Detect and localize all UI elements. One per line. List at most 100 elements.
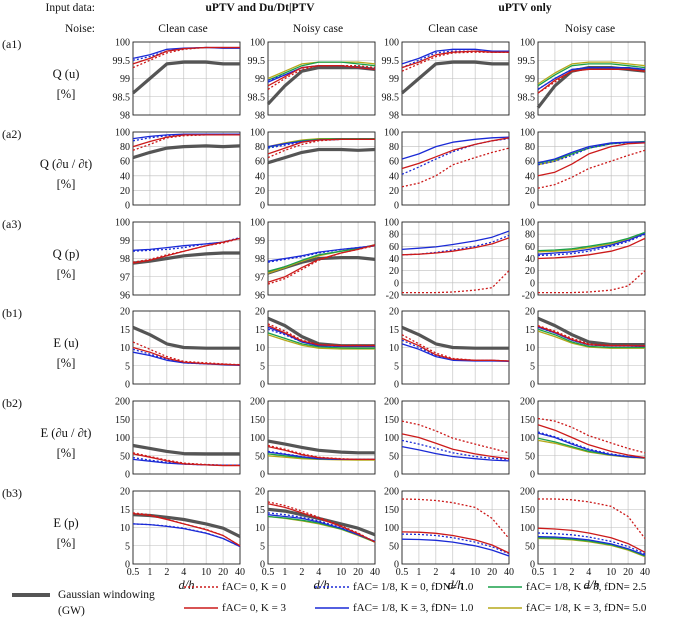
y-tick-label: 20 <box>389 307 399 318</box>
legend-label-ac18_k3_5: fAC= 1/8, K = 3, fDN= 5.0 <box>526 602 647 614</box>
series-ac18_k0 <box>537 532 646 555</box>
row-quantity-label: E (u) <box>53 336 78 350</box>
series-ac0_k3 <box>401 137 510 170</box>
series-ac18_k3_1 <box>401 445 510 462</box>
series-ac0_k3 <box>132 346 241 366</box>
panel-frame <box>267 310 376 385</box>
y-tick-label: 40 <box>389 171 399 182</box>
series-gw <box>537 316 645 347</box>
y-tick-label: 99 <box>255 236 265 247</box>
series-ac18_k0 <box>401 234 510 256</box>
panel-r5-c2: 0 50 100 150 200 <box>250 397 376 481</box>
x-axis-label: d/h <box>448 578 464 592</box>
y-tick-label: 20 <box>120 186 130 197</box>
y-tick-label: 150 <box>250 415 265 426</box>
group2-title: uPTV only <box>498 2 551 14</box>
y-tick-label: 100 <box>115 128 130 139</box>
y-tick-label: 80 <box>525 142 535 153</box>
x-axis-label: d/h <box>179 578 195 592</box>
x-tick-label: 4 <box>586 567 591 578</box>
y-tick-label: 0 <box>394 201 399 212</box>
y-tick-label: 0 <box>125 560 130 571</box>
x-tick-label: 0.5 <box>396 567 409 578</box>
y-tick-label: 20 <box>389 266 399 277</box>
panel-r1-c3: 98 98.5 99 99.5 100 <box>382 38 510 122</box>
legend-label-gw-abbr: (GW) <box>58 605 85 617</box>
legend-items: fAC= 0, K = 0 fAC= 0, K = 3 fAC= 1/8, K = … <box>184 581 647 614</box>
y-tick-label: 200 <box>115 397 130 408</box>
series-ac0_k3 <box>401 531 510 554</box>
y-tick-label: 10 <box>120 523 130 534</box>
y-tick-label: 98.5 <box>382 92 400 103</box>
y-tick-label: 150 <box>520 505 535 516</box>
panel-frame <box>132 400 241 475</box>
row-tag: (b1) <box>2 306 22 320</box>
legend-label-ac18_k3_1: fAC= 1/8, K = 3, fDN= 1.0 <box>353 602 474 614</box>
y-tick-label: 60 <box>525 157 535 168</box>
panel-frame <box>132 41 241 116</box>
row-quantity-label: E (p) <box>53 516 78 530</box>
series-ac18_k3_1 <box>401 230 510 251</box>
panel-frame <box>401 41 510 116</box>
y-tick-label: 100 <box>250 218 265 229</box>
legend-label-ac0_k3: fAC= 0, K = 3 <box>222 602 287 614</box>
y-tick-label: 100 <box>520 218 535 229</box>
y-tick-label: 40 <box>525 171 535 182</box>
series-ac18_k3_1 <box>132 133 240 140</box>
x-tick-label: 20 <box>353 567 363 578</box>
series-gw <box>267 147 376 165</box>
panel-r4-c1: 0 5 10 15 20 <box>120 307 241 391</box>
series-ac18_k3_25 <box>267 244 376 272</box>
y-tick-label: 98 <box>525 111 535 122</box>
panel-r6-c1: 0 5 10 15 20 0.5 1 2 4 10 20 40 <box>120 487 245 579</box>
panel-frame <box>537 400 646 475</box>
series-ac0_k0 <box>132 452 240 466</box>
y-tick-label: 0 <box>260 560 265 571</box>
y-tick-label: 100 <box>384 38 399 49</box>
x-tick-label: 20 <box>487 567 497 578</box>
series-ac18_k0 <box>537 233 646 257</box>
noise-label: Noise: <box>65 23 95 35</box>
y-tick-label: 200 <box>520 397 535 408</box>
y-tick-label: 15 <box>120 505 130 516</box>
y-tick-label: 0 <box>394 560 399 571</box>
col-title-2: Noisy case <box>293 23 343 35</box>
series-gw <box>131 60 240 95</box>
series-ac0_k0 <box>538 270 646 294</box>
panel-frame <box>537 131 646 206</box>
series-ac0_k3 <box>537 424 646 459</box>
y-tick-label: 50 <box>120 451 130 462</box>
panel-r2-c1: 0 20 40 60 80 100 <box>115 128 241 212</box>
panel-r4-c2: 0 5 10 15 20 <box>255 307 376 391</box>
panel-frame <box>401 490 510 565</box>
y-tick-label: 20 <box>525 266 535 277</box>
series-ac0_k0 <box>267 444 375 461</box>
series-ac18_k0 <box>132 523 241 548</box>
panel-frame <box>401 400 510 475</box>
y-tick-label: 100 <box>384 218 399 229</box>
y-tick-label: 5 <box>125 361 130 372</box>
x-tick-label: 0.5 <box>127 567 140 578</box>
y-tick-label: 5 <box>394 361 399 372</box>
row-unit-label: [%] <box>57 177 76 191</box>
series-ac18_k3_5 <box>537 61 646 85</box>
series-ac0_k0 <box>401 334 510 362</box>
series-ac18_k3_1 <box>401 343 510 363</box>
y-tick-label: 20 <box>525 307 535 318</box>
y-tick-label: 5 <box>530 361 535 372</box>
y-tick-label: 80 <box>389 142 399 153</box>
y-tick-label: 98.5 <box>113 92 131 103</box>
series-ac18_k3_5 <box>537 537 646 558</box>
series-ac0_k0 <box>132 341 241 366</box>
series-ac0_k3 <box>267 503 376 543</box>
x-tick-label: 40 <box>504 567 514 578</box>
x-tick-label: 20 <box>218 567 228 578</box>
y-tick-label: 98 <box>120 254 130 265</box>
series-ac0_k0 <box>267 65 376 90</box>
panel-r6-c3: 0 50 100 150 200 0.5 1 2 4 10 20 40 <box>384 487 514 579</box>
series-ac18_k0 <box>537 142 645 166</box>
series-gw <box>400 60 509 95</box>
y-tick-label: 100 <box>384 128 399 139</box>
series-ac18_k0 <box>267 328 375 348</box>
y-tick-label: 99.5 <box>382 56 400 67</box>
